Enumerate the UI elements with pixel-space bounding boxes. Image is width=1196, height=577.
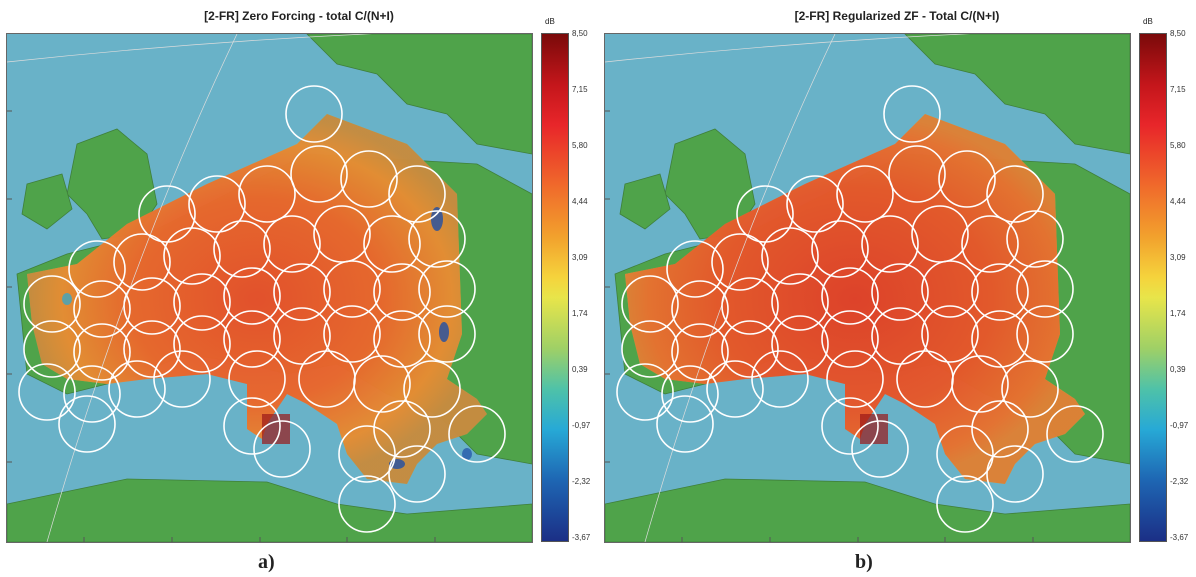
- land-scandinavia: [306, 34, 532, 155]
- land-north-africa: [7, 478, 532, 542]
- map-title: [2-FR] Zero Forcing - total C/(N+I): [204, 9, 394, 23]
- beam-circles: [18, 85, 506, 533]
- land-ireland: [21, 173, 73, 230]
- colorbar-unit: dB: [545, 17, 555, 26]
- colorbar: [541, 33, 569, 542]
- colorbar-tick: 5,80: [1170, 141, 1186, 150]
- land-scandinavia: [904, 34, 1130, 155]
- land-ireland: [619, 173, 671, 230]
- map-title: [2-FR] Regularized ZF - Total C/(N+I): [794, 9, 1000, 23]
- land-north-africa: [605, 478, 1130, 542]
- colorbar-tick: -3,67: [572, 533, 591, 542]
- colorbar-tick: 8,50: [572, 29, 588, 38]
- colorbar-tick: -3,67: [1170, 533, 1189, 542]
- colorbar-tick: -2,32: [1170, 477, 1189, 486]
- beam-circles: [616, 85, 1104, 533]
- colorbar-tick: 0,39: [1170, 365, 1186, 374]
- map-svg: [7, 34, 532, 542]
- subfigure-label: b): [855, 551, 873, 573]
- colorbar-tick: 1,74: [572, 309, 588, 318]
- panel-zero-forcing: [2-FR] Zero Forcing - total C/(N+I): [6, 9, 591, 573]
- colorbar-tick: 4,44: [1170, 197, 1186, 206]
- colorbar-tick: 5,80: [572, 141, 588, 150]
- subfigure-label: a): [258, 551, 275, 573]
- colorbar-tick: 7,15: [572, 85, 588, 94]
- coverage-map: [604, 33, 1131, 543]
- colorbar-tick: 3,09: [572, 253, 588, 262]
- coverage-map: [6, 33, 533, 543]
- panel-regularized-zf: [2-FR] Regularized ZF - Total C/(N+I): [598, 0, 1196, 577]
- colorbar-tick: -0,97: [1170, 421, 1189, 430]
- colorbar-tick: -0,97: [572, 421, 591, 430]
- colorbar-tick: 7,15: [1170, 85, 1186, 94]
- colorbar-tick: -2,32: [572, 477, 591, 486]
- colorbar-tick: 8,50: [1170, 29, 1186, 38]
- colorbar-tick: 4,44: [572, 197, 588, 206]
- colorbar: [1139, 33, 1167, 542]
- colorbar-unit: dB: [1143, 17, 1153, 26]
- colorbar-tick: 1,74: [1170, 309, 1186, 318]
- map-svg: [605, 34, 1130, 542]
- colorbar-tick: 0,39: [572, 365, 588, 374]
- colorbar-tick: 3,09: [1170, 253, 1186, 262]
